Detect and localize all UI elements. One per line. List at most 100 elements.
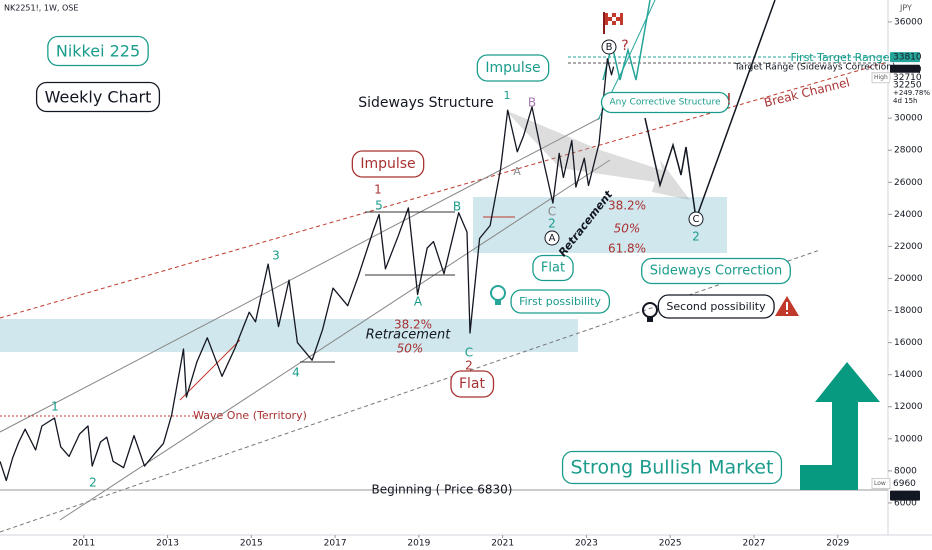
annotation: 50% <box>614 222 641 236</box>
price-badge <box>890 80 920 91</box>
bulb-icon <box>490 285 506 305</box>
box-outline <box>601 39 617 55</box>
annotation: Target Range (Sideways Correction) <box>734 63 896 73</box>
price-badge-label: 32710 <box>893 73 922 83</box>
annotation: 50% <box>397 342 424 356</box>
annotation: 2 <box>89 476 97 490</box>
x-tick-label: 2015 <box>240 539 263 549</box>
x-tick-label: 2023 <box>575 539 598 549</box>
price-badge <box>890 490 920 501</box>
annotation: 2 <box>465 359 473 373</box>
box-outline <box>351 150 425 178</box>
annotation: Any Corrective Structure <box>610 98 721 108</box>
channel-line <box>59 159 611 521</box>
box-outline <box>561 450 783 485</box>
tag-box <box>871 478 891 490</box>
box-outline <box>532 254 574 282</box>
box-outline <box>657 294 775 319</box>
bulb-icon <box>642 302 658 322</box>
annotation: A <box>549 233 556 244</box>
annotation: 5 <box>375 199 383 213</box>
box-outline <box>35 81 161 113</box>
y-tick-label: 20000 <box>894 274 923 284</box>
price-badge <box>890 52 920 63</box>
annotation-box: Any Corrective Structure <box>600 91 730 114</box>
annotation-box: Flat <box>450 370 495 398</box>
annotation: Flat <box>541 261 565 276</box>
box-outline <box>47 35 149 67</box>
box-outline <box>476 54 550 82</box>
annotation: First Target Range <box>790 51 889 64</box>
chart-title: NK2251!, 1W, OSE <box>4 4 78 13</box>
annotation: 1 <box>51 400 59 414</box>
flag-icon <box>603 12 623 34</box>
annotation-box: B <box>601 39 617 55</box>
y-tick-label: 18000 <box>894 306 923 316</box>
box-outline <box>544 230 560 246</box>
annotation-box: First possibility <box>510 289 611 314</box>
warning-icon <box>775 296 799 316</box>
zone <box>0 319 578 352</box>
annotation: B <box>453 200 461 214</box>
zones <box>0 197 727 352</box>
x-tick-label: 2011 <box>72 539 95 549</box>
annotation: ? <box>621 38 628 54</box>
annotation: Strong Bullish Market <box>571 457 774 479</box>
y-tick-label: 8000 <box>894 466 917 476</box>
price-badge-label: 33810 <box>893 53 922 63</box>
sideways-arrow <box>505 110 690 200</box>
price-badge-label: 33210 <box>893 65 922 75</box>
annotation: Nikkei 225 <box>56 42 140 61</box>
price-badge-label: 6830 <box>893 491 916 501</box>
price-badge <box>890 64 920 75</box>
y-tick-label: 6000 <box>894 498 917 508</box>
box-outline <box>641 257 791 285</box>
annotation: 38.2% <box>394 318 432 332</box>
y-tick-label: 14000 <box>894 370 923 380</box>
y-tick-label: 36000 <box>894 17 923 27</box>
y-tick-label: 16000 <box>894 338 923 348</box>
tag-label: High <box>874 74 888 81</box>
annotation-box: Strong Bullish Market <box>561 450 783 485</box>
annotation: Beginning ( Price 6830) <box>372 483 513 497</box>
countdown: 4d 15h <box>893 97 917 105</box>
annotation: C <box>693 214 700 225</box>
annotation: Flat <box>459 376 486 392</box>
annotation: First possibility <box>519 295 601 308</box>
plot <box>0 58 615 482</box>
x-tick-label: 2019 <box>407 539 430 549</box>
y-tick-label: 22000 <box>894 242 923 252</box>
box-outline <box>510 289 611 314</box>
price-badge <box>890 478 920 489</box>
annotation: Wave One (Territory) <box>193 409 307 422</box>
sub-line <box>179 339 241 401</box>
icons <box>490 12 880 490</box>
x-tick-label: 2017 <box>324 539 347 549</box>
annotation-box: Second possibility <box>657 294 775 319</box>
price-badge-label: 6960 <box>893 479 916 489</box>
price-axis <box>888 0 932 550</box>
x-tick-label: 2025 <box>659 539 682 549</box>
annotation: A <box>513 165 521 178</box>
box-outline <box>450 370 495 398</box>
annotation: 1 <box>374 183 382 197</box>
y-tick-label: 28000 <box>894 146 923 156</box>
x-tick-label: 2013 <box>156 539 179 549</box>
annotation: 4 <box>292 366 300 380</box>
tag-box <box>871 72 891 84</box>
box-outline <box>600 91 730 114</box>
annotation: Impulse <box>360 156 415 172</box>
annotation-box: Flat <box>532 254 574 282</box>
currency: JPY <box>899 4 912 13</box>
y-tick-label: 12000 <box>894 402 923 412</box>
annotation-box: Sideways Correction <box>641 257 791 285</box>
price-change: +249.78% <box>893 89 930 97</box>
tag-label: Low <box>874 480 886 487</box>
annotation: B <box>528 96 536 110</box>
annotation: 61.8% <box>608 242 646 256</box>
annotation-box: Nikkei 225 <box>47 35 149 67</box>
y-tick-label: 24000 <box>894 210 923 220</box>
annotation: C <box>548 205 556 219</box>
annotation-box: C <box>688 211 704 227</box>
